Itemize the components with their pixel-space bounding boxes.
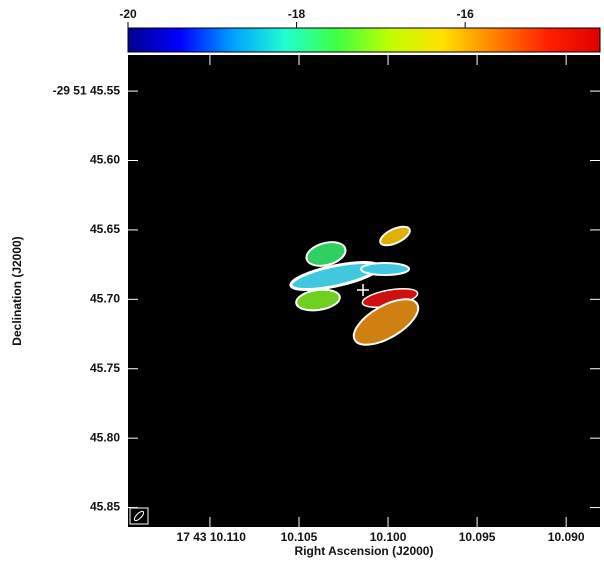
colorbar-tick-label: -18 [288, 7, 306, 21]
x-tick-label: 10.095 [459, 530, 496, 544]
colorbar [128, 28, 600, 52]
x-tick-label: 10.105 [281, 530, 318, 544]
y-tick-label: 45.60 [90, 153, 120, 167]
blob [361, 263, 409, 275]
y-tick-label: 45.80 [90, 430, 120, 444]
y-tick-label: 45.85 [90, 500, 120, 514]
x-tick-label: 17 43 10.110 [177, 530, 247, 544]
colorbar-tick-label: -20 [119, 7, 137, 21]
x-axis-label: Right Ascension (J2000) [295, 544, 434, 558]
y-axis-label: Declination (J2000) [10, 236, 24, 345]
y-tick-label: 45.75 [90, 361, 120, 375]
chart: Right Ascension (J2000) Declination (J20… [0, 0, 604, 565]
y-tick-label: 45.65 [90, 222, 120, 236]
y-tick-label: 45.70 [90, 292, 120, 306]
y-tick-label: -29 51 45.55 [53, 83, 121, 97]
x-tick-label: 10.090 [548, 530, 585, 544]
x-tick-label: 10.100 [370, 530, 407, 544]
colorbar-tick-label: -16 [456, 7, 474, 21]
beam-box [130, 508, 148, 524]
plot-area [128, 55, 600, 527]
